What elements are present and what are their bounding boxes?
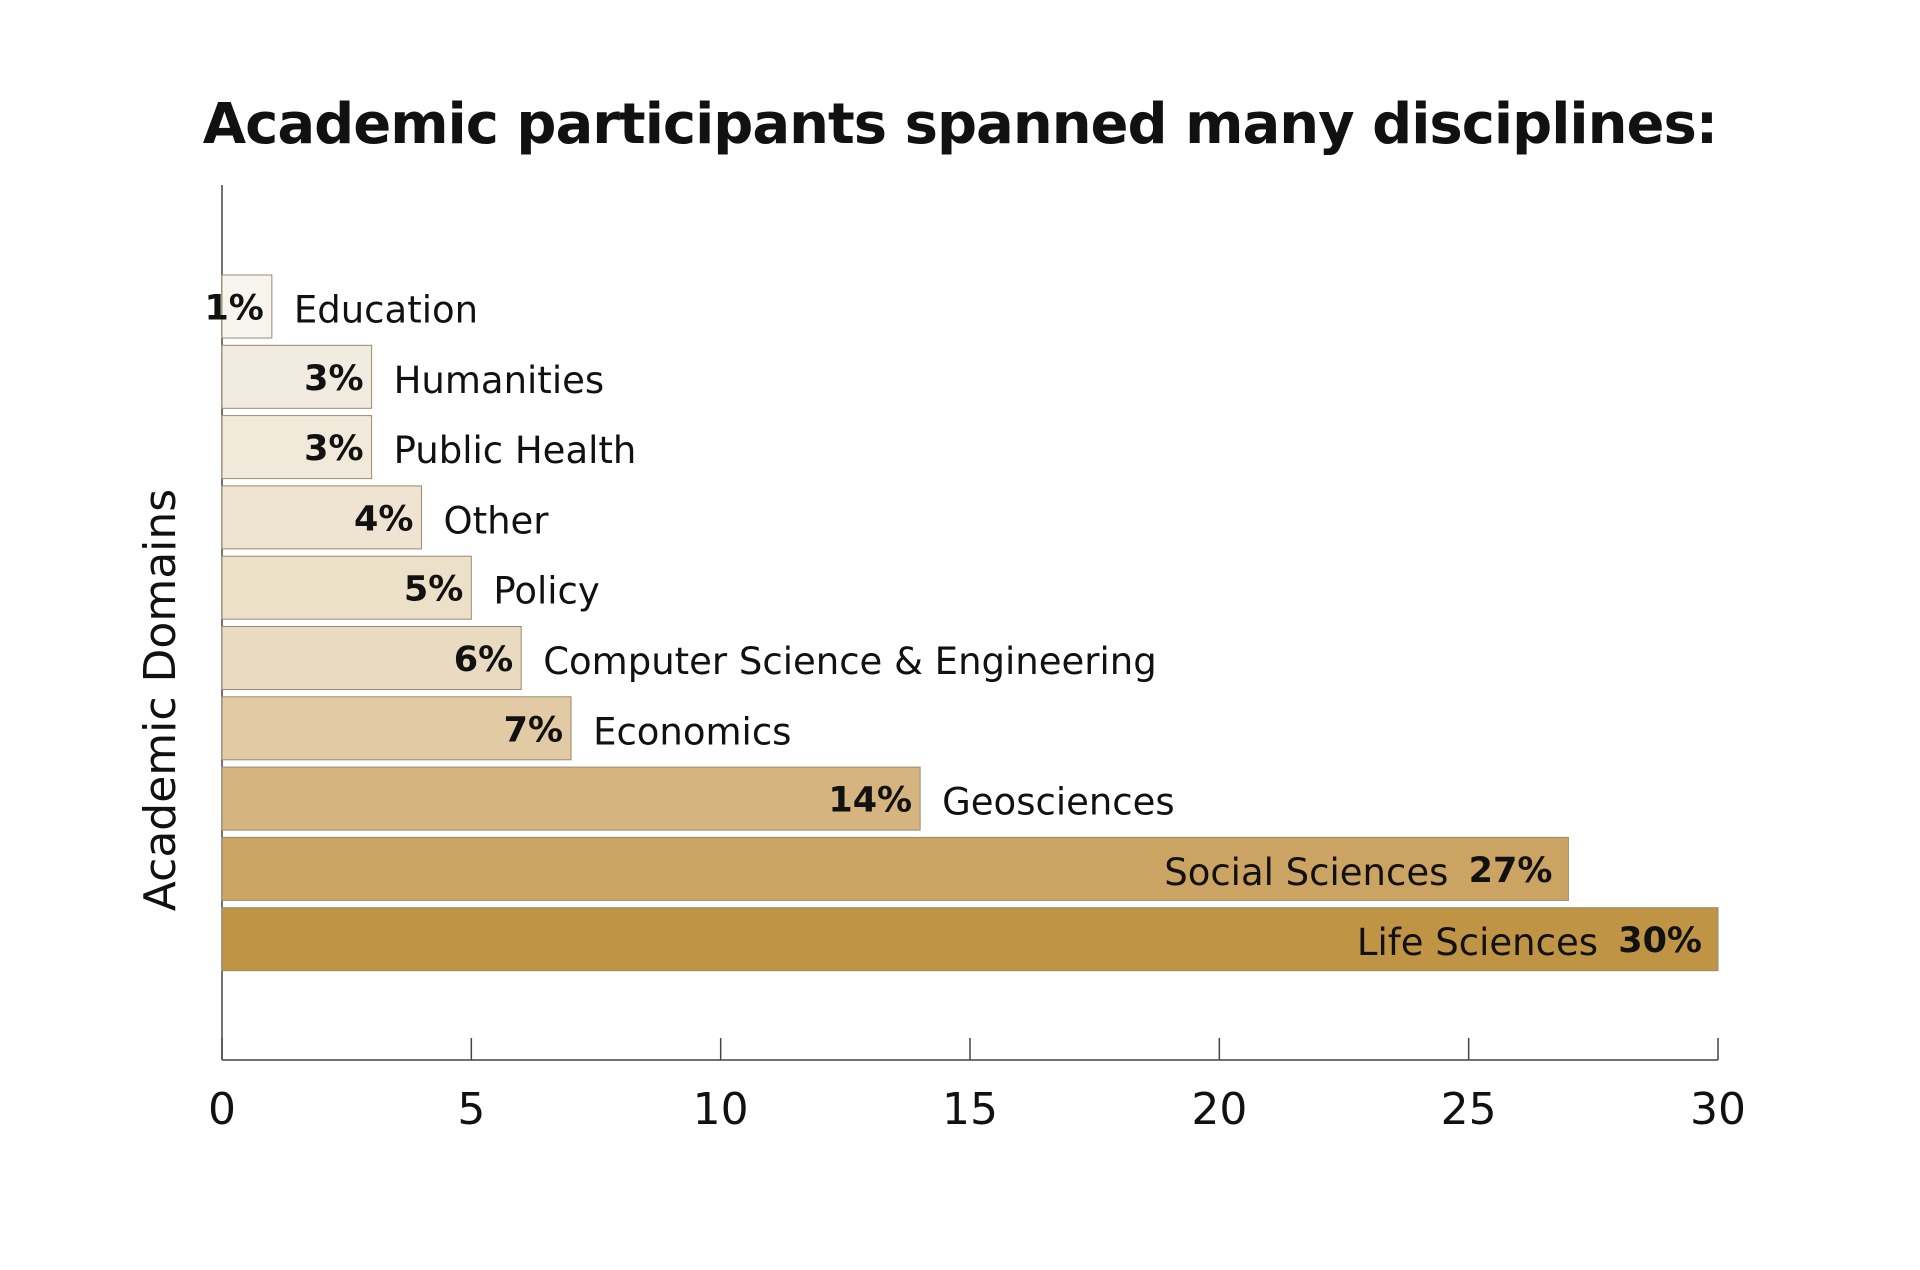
value-label: 14% xyxy=(828,781,912,821)
bar-group: 3% Public Health xyxy=(221,415,637,480)
x-tick-label: 0 xyxy=(208,1084,236,1135)
bar-group: 3% Humanities xyxy=(221,344,605,409)
category-label: Policy xyxy=(493,570,599,613)
bar xyxy=(221,836,1569,901)
category-label: Public Health xyxy=(394,429,637,472)
bar xyxy=(221,555,472,620)
x-tick-label: 20 xyxy=(1191,1084,1247,1135)
x-tick-label: 15 xyxy=(942,1084,998,1135)
value-label: 27% xyxy=(1469,851,1553,891)
bar-group: 30% Life Sciences xyxy=(221,907,1719,972)
category-label: Education xyxy=(294,289,478,332)
category-label: Economics xyxy=(593,710,791,753)
chart-title: Academic participants spanned many disci… xyxy=(202,92,1718,157)
value-label: 3% xyxy=(304,359,363,399)
value-label: 7% xyxy=(504,710,563,750)
bar xyxy=(221,907,1719,972)
category-label: Computer Science & Engineering xyxy=(543,640,1156,683)
category-label: Geosciences xyxy=(942,781,1175,824)
value-label: 5% xyxy=(404,570,463,610)
category-label: Humanities xyxy=(394,359,605,402)
x-tick-label: 10 xyxy=(693,1084,749,1135)
value-label: 1% xyxy=(204,289,263,329)
bar xyxy=(221,274,273,339)
category-label: Social Sciences xyxy=(1164,851,1448,894)
bars: 1% Education 3% Humanities 3% Public Health 4%… xyxy=(204,274,1719,972)
bar-group: 14% Geosciences xyxy=(221,766,1175,831)
category-label: Other xyxy=(443,499,549,542)
value-label: 3% xyxy=(304,429,363,469)
x-tick-label: 25 xyxy=(1441,1084,1497,1135)
x-ticks: 0 5 10 15 20 25 30 xyxy=(208,1038,1746,1135)
bar-group: 1% Education xyxy=(204,274,478,339)
value-label: 4% xyxy=(354,499,413,539)
bar-group: 7% Economics xyxy=(221,696,791,761)
bar xyxy=(221,344,373,409)
bar xyxy=(221,485,422,550)
y-axis-label: Academic Domains xyxy=(135,489,186,911)
x-tick-label: 30 xyxy=(1690,1084,1746,1135)
bar-group: 27% Social Sciences xyxy=(221,836,1569,901)
bar xyxy=(221,696,572,761)
bar-group: 6% Computer Science & Engineering xyxy=(221,626,1157,690)
bar xyxy=(221,626,522,690)
bar-group: 5% Policy xyxy=(221,555,600,620)
x-tick-label: 5 xyxy=(457,1084,485,1135)
bar xyxy=(221,766,921,831)
value-label: 30% xyxy=(1618,921,1702,961)
category-label: Life Sciences xyxy=(1357,921,1598,964)
bar xyxy=(221,415,373,480)
bar-group: 4% Other xyxy=(221,485,549,550)
value-label: 6% xyxy=(454,640,513,680)
